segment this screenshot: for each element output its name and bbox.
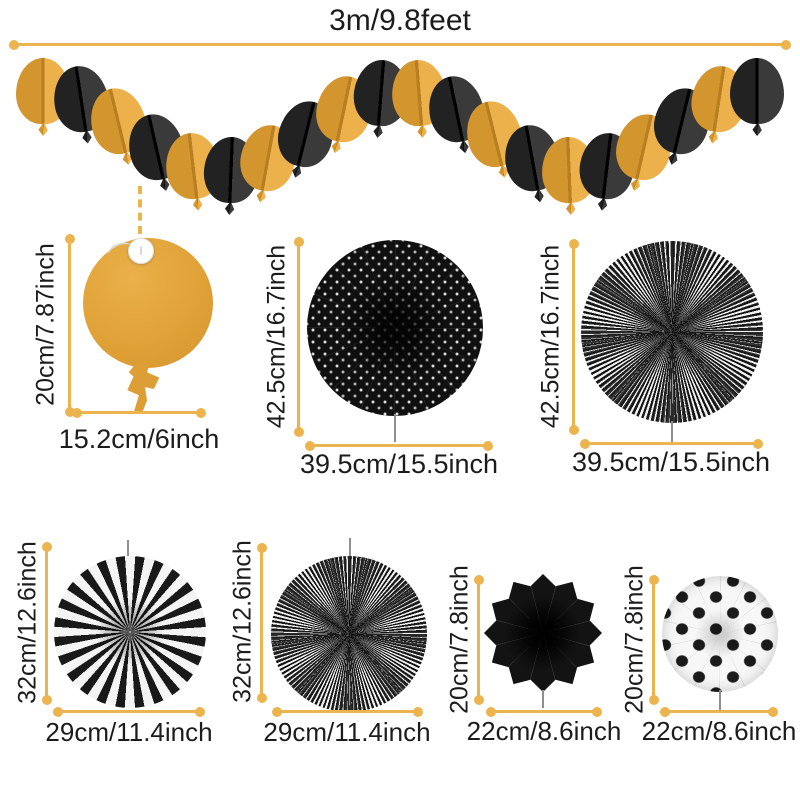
garland-balloon [351, 58, 411, 129]
fan-height-line [293, 237, 304, 437]
balloon-tail [127, 362, 160, 414]
fan-width-label: 29cm/11.4inch [45, 717, 213, 747]
fan-width-line [305, 440, 493, 451]
garland-balloon [236, 120, 301, 196]
fan-height-label: 42.5cm/16.7inch [262, 244, 291, 429]
balloon-height-label: 20cm/7.87inch [31, 243, 60, 406]
fan-height-line [648, 575, 659, 705]
paper-fan-spiral-stripe [54, 556, 206, 708]
fan-height-line [568, 239, 579, 435]
fan-stick [394, 414, 396, 442]
fan-height-line [256, 543, 267, 703]
garland-balloon [459, 95, 529, 173]
garland-balloon [162, 130, 224, 203]
garland-measure-line [9, 39, 791, 50]
garland-balloon [122, 108, 190, 186]
fan-height-line [41, 542, 52, 705]
garland-balloon [310, 71, 377, 147]
fan-width-line [486, 706, 602, 717]
fan-width-label: 39.5cm/15.5inch [571, 447, 771, 477]
paper-fan-zebra-large [581, 241, 763, 423]
garland-balloon [16, 58, 70, 124]
fan-width-label: 22cm/8.6inch [466, 716, 622, 746]
garland-balloon [576, 130, 638, 203]
garland-length-label: 3m/9.8feet [329, 4, 471, 37]
fan-width-label: 29cm/11.4inch [263, 717, 431, 747]
fan-stick [719, 690, 721, 712]
garland-balloon [48, 62, 113, 137]
fan-width-line [580, 438, 763, 449]
fan-stick [671, 421, 673, 443]
garland-balloon [687, 62, 752, 137]
paper-fan-white-polka-dot [662, 576, 778, 692]
garland-balloon [647, 82, 716, 160]
balloon-width-label: 15.2cm/6inch [58, 424, 220, 454]
fan-width-label: 22cm/8.6inch [641, 716, 797, 746]
fan-stick [127, 540, 129, 562]
garland-balloon [540, 136, 598, 205]
fan-width-label: 39.5cm/15.5inch [299, 449, 499, 479]
fan-width-line [660, 706, 778, 717]
fan-width-line [53, 706, 205, 717]
garland-balloon [84, 82, 153, 160]
fan-height-label: 42.5cm/16.7inch [536, 244, 565, 429]
balloon-height-line [64, 234, 75, 417]
garland-balloon [499, 120, 564, 196]
balloon-hanging-tag [128, 238, 154, 264]
fan-stick [349, 538, 351, 562]
fan-height-label: 20cm/7.8inch [445, 565, 474, 714]
paper-fan-black-polka-dot [307, 240, 483, 416]
fan-width-line [272, 706, 423, 717]
fan-height-label: 32cm/12.6inch [13, 541, 42, 704]
garland-balloon [389, 58, 449, 129]
garland-balloon [730, 58, 784, 124]
fan-height-label: 20cm/7.8inch [620, 565, 649, 714]
fan-height-line [473, 575, 484, 705]
garland-balloon [202, 136, 260, 205]
fan-stick [542, 690, 544, 708]
garland-balloon [610, 108, 678, 186]
garland-balloon [423, 71, 490, 147]
balloon-width-line [72, 407, 206, 418]
callout-dashed-line [138, 186, 142, 234]
garland-balloon [271, 95, 341, 173]
paper-fan-solid-black [484, 574, 602, 692]
paper-fan-zebra-medium [271, 556, 427, 712]
fan-height-label: 32cm/12.6inch [228, 540, 257, 703]
